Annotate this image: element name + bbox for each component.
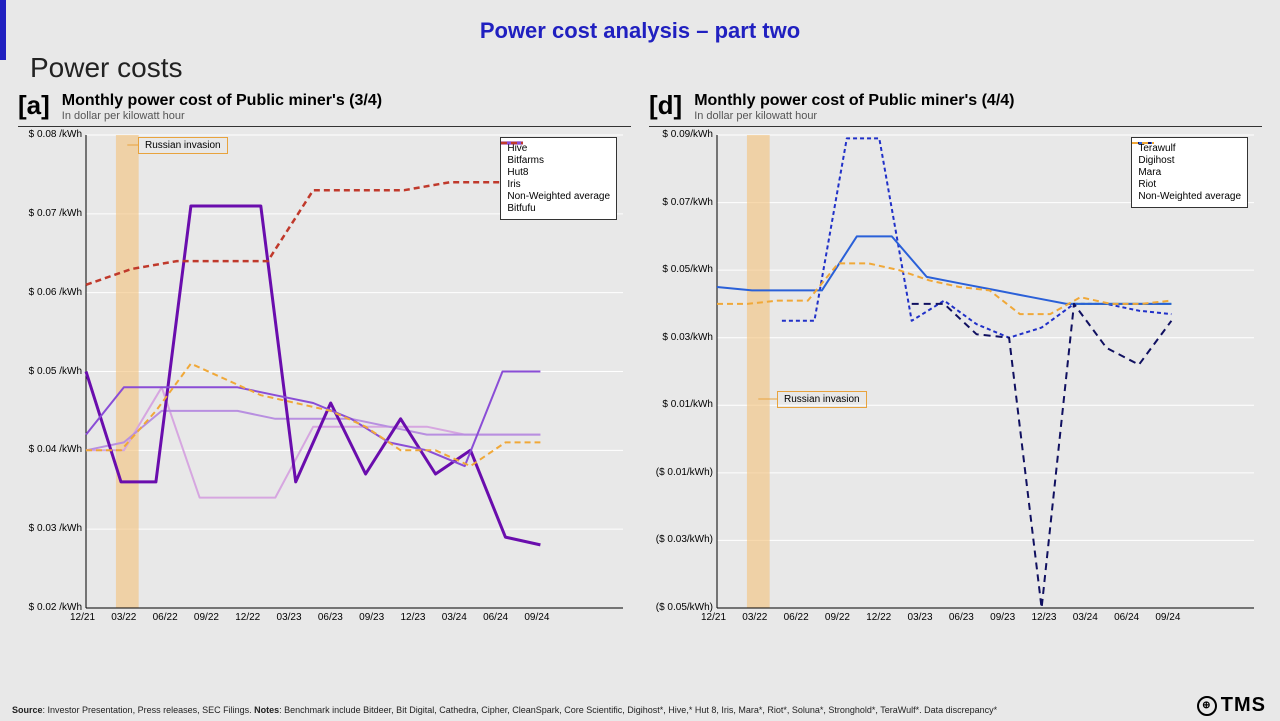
footer-notes-label: Notes	[254, 705, 279, 715]
logo-icon: ⊕	[1197, 696, 1217, 716]
panel-d-title: Monthly power cost of Public miner's (4/…	[694, 92, 1014, 110]
panel-a-title: Monthly power cost of Public miner's (3/…	[62, 92, 382, 110]
y-tick-label: $ 0.07/kWh	[651, 197, 713, 208]
legend: TerawulfDigihostMaraRiotNon-Weighted ave…	[1131, 137, 1248, 208]
series-line	[86, 182, 540, 284]
series-line	[912, 304, 1172, 608]
x-tick-label: 06/23	[318, 612, 343, 623]
x-tick-label: 12/22	[866, 612, 891, 623]
footer-source-label: Source	[12, 705, 43, 715]
x-tick-label: 03/24	[1073, 612, 1098, 623]
annotation-box: Russian invasion	[777, 391, 867, 408]
panel-d-header: [d] Monthly power cost of Public miner's…	[649, 92, 1262, 127]
y-tick-label: $ 0.01/kWh	[651, 399, 713, 410]
series-line	[782, 138, 1172, 337]
x-tick-label: 03/24	[442, 612, 467, 623]
footer-source-text: : Investor Presentation, Press releases,…	[43, 705, 255, 715]
y-tick-label: $ 0.05 /kWh	[20, 366, 82, 377]
y-tick-label: ($ 0.03/kWh)	[651, 534, 713, 545]
annotation-box: Russian invasion	[138, 137, 228, 154]
x-tick-label: 03/23	[908, 612, 933, 623]
x-tick-label: 06/22	[784, 612, 809, 623]
chart-d-area: ($ 0.05/kWh)($ 0.03/kWh)($ 0.01/kWh)$ 0.…	[649, 131, 1262, 636]
legend-row: Bitfufu	[507, 203, 610, 214]
accent-bar	[0, 0, 6, 60]
x-tick-label: 03/22	[111, 612, 136, 623]
panel-a-tag: [a]	[18, 92, 50, 118]
legend-row: Non-Weighted average	[1138, 191, 1241, 202]
panel-d: [d] Monthly power cost of Public miner's…	[649, 92, 1262, 636]
legend: HiveBitfarmsHut8IrisNon-Weighted average…	[500, 137, 617, 220]
x-tick-label: 12/23	[1031, 612, 1056, 623]
series-line	[717, 263, 1171, 314]
page-title: Power cost analysis – part two	[0, 0, 1280, 44]
footer: Source: Investor Presentation, Press rel…	[12, 705, 1210, 715]
y-tick-label: $ 0.03 /kWh	[20, 523, 82, 534]
x-tick-label: 12/21	[70, 612, 95, 623]
y-tick-label: ($ 0.01/kWh)	[651, 467, 713, 478]
y-tick-label: $ 0.09/kWh	[651, 129, 713, 140]
panel-d-tag: [d]	[649, 92, 682, 118]
y-tick-label: $ 0.08 /kWh	[20, 129, 82, 140]
y-tick-label: $ 0.06 /kWh	[20, 287, 82, 298]
logo-text: TMS	[1221, 694, 1266, 717]
panel-a-subtitle: In dollar per kilowatt hour	[62, 110, 382, 122]
tms-logo: ⊕ TMS	[1197, 694, 1266, 717]
section-title: Power costs	[30, 52, 1280, 84]
panel-a-header: [a] Monthly power cost of Public miner's…	[18, 92, 631, 127]
x-tick-label: 12/23	[400, 612, 425, 623]
x-tick-label: 12/21	[701, 612, 726, 623]
y-tick-label: $ 0.07 /kWh	[20, 208, 82, 219]
series-line	[86, 206, 540, 545]
x-tick-label: 09/22	[825, 612, 850, 623]
x-tick-label: 06/24	[1114, 612, 1139, 623]
panel-a: [a] Monthly power cost of Public miner's…	[18, 92, 631, 636]
y-tick-label: $ 0.05/kWh	[651, 264, 713, 275]
x-tick-label: 06/22	[153, 612, 178, 623]
x-tick-label: 09/23	[990, 612, 1015, 623]
x-tick-label: 06/24	[483, 612, 508, 623]
x-tick-label: 06/23	[949, 612, 974, 623]
y-tick-label: $ 0.03/kWh	[651, 332, 713, 343]
footer-notes-text: : Benchmark include Bitdeer, Bit Digital…	[279, 705, 997, 715]
chart-a-area: $ 0.02 /kWh$ 0.03 /kWh$ 0.04 /kWh$ 0.05 …	[18, 131, 631, 636]
charts-row: [a] Monthly power cost of Public miner's…	[18, 92, 1262, 636]
x-tick-label: 12/22	[235, 612, 260, 623]
y-tick-label: $ 0.04 /kWh	[20, 444, 82, 455]
x-tick-label: 09/23	[359, 612, 384, 623]
x-tick-label: 09/24	[524, 612, 549, 623]
x-tick-label: 03/23	[277, 612, 302, 623]
x-tick-label: 03/22	[742, 612, 767, 623]
x-tick-label: 09/22	[194, 612, 219, 623]
x-tick-label: 09/24	[1155, 612, 1180, 623]
panel-d-subtitle: In dollar per kilowatt hour	[694, 110, 1014, 122]
